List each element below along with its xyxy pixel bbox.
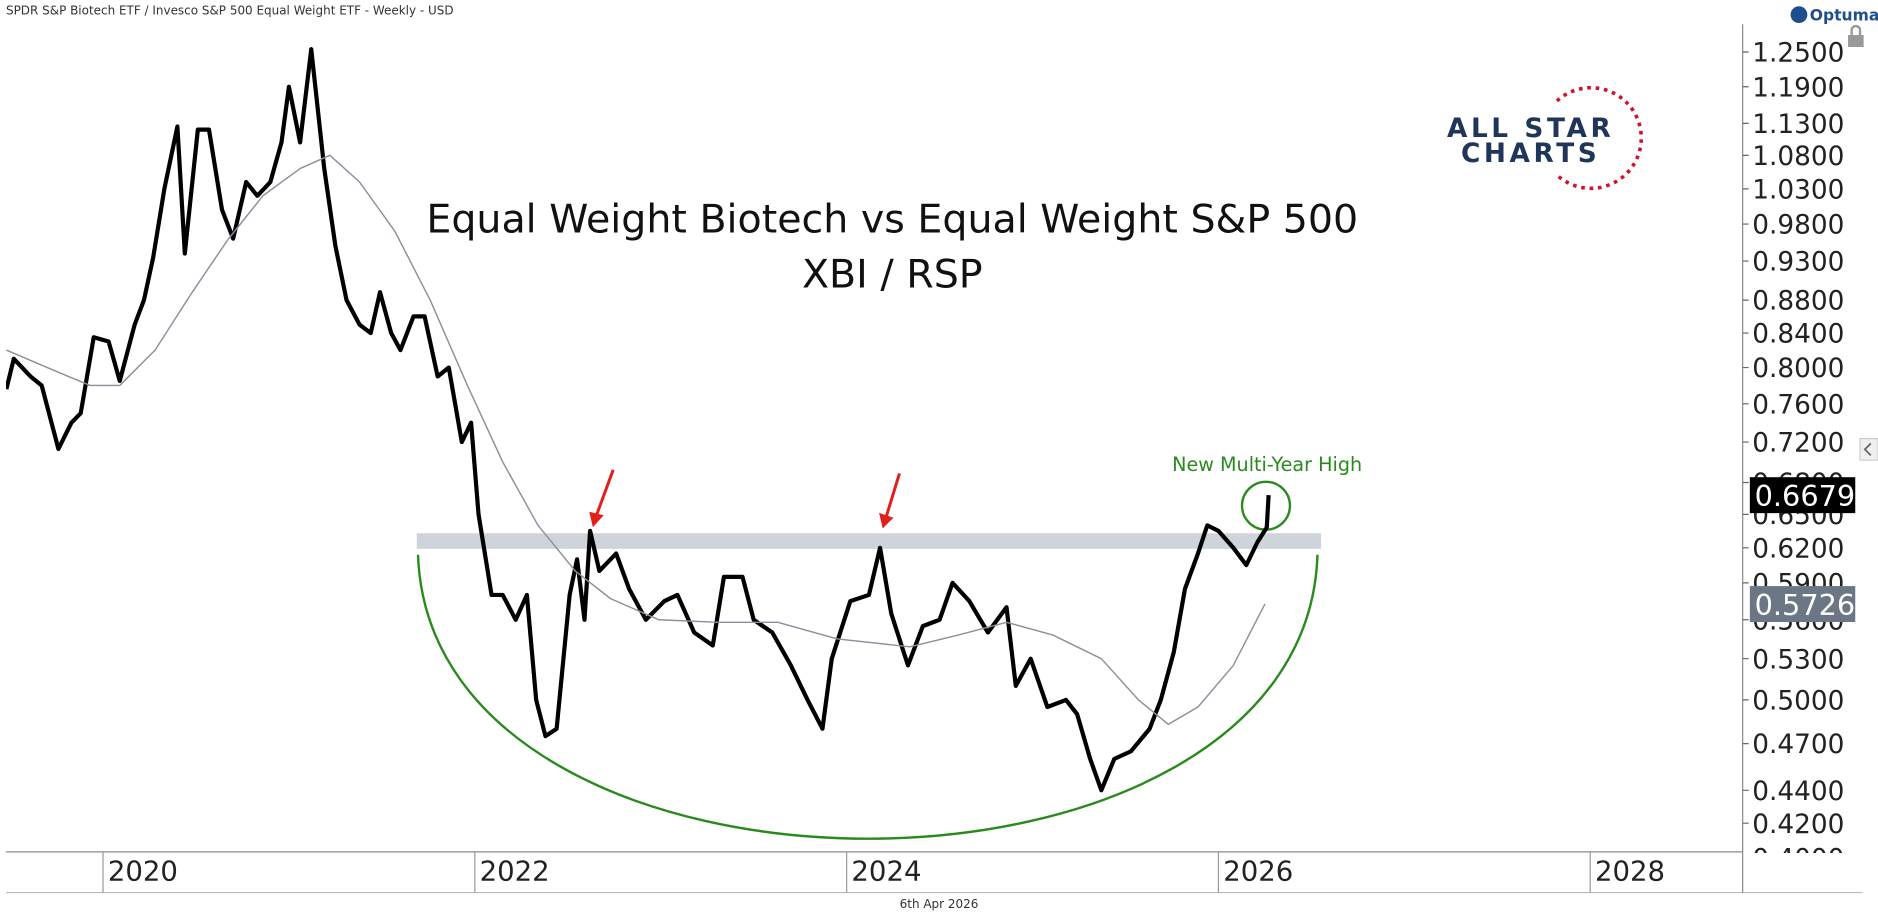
base-arc [416, 554, 1319, 840]
y-tick-label: 0.9800 [1752, 211, 1844, 241]
y-tick-label: 1.2500 [1752, 39, 1844, 69]
brand-icon [1790, 6, 1808, 24]
x-tick-label: 2024 [851, 856, 921, 888]
y-tick-label: 0.8000 [1752, 354, 1844, 384]
chart-title: Equal Weight Biotech vs Equal Weight S&P… [426, 197, 1358, 243]
series-layer [5, 47, 1271, 793]
y-tick-label: 1.1300 [1752, 110, 1844, 140]
x-tick-label: 2020 [108, 856, 178, 888]
y-tick-label: 0.4700 [1752, 730, 1844, 760]
y-tick-label: 0.9300 [1752, 248, 1844, 278]
side-tab[interactable] [1859, 438, 1878, 461]
brand-logo: Optuma [1790, 6, 1878, 25]
last-value-box [1749, 477, 1856, 514]
y-tick-label: 0.4200 [1752, 810, 1844, 840]
y-tick-label: 0.8800 [1752, 287, 1844, 317]
resistance-zone [416, 533, 1322, 549]
y-tick-label: 1.0300 [1752, 175, 1844, 205]
last-value-box [1749, 586, 1856, 622]
x-tick-label: 2022 [480, 856, 550, 888]
annotation: New Multi-Year High [1172, 453, 1362, 476]
y-tick-label: 0.7200 [1752, 429, 1844, 459]
value-boxes: 0.6679 0.5726 [1749, 477, 1856, 622]
y-tick-label: 0.7600 [1752, 390, 1844, 420]
series-line [6, 154, 1266, 726]
date-label: 6th Apr 2026 [900, 897, 979, 911]
lock-icon [1848, 24, 1864, 47]
logo-line: CHARTS [1461, 139, 1600, 169]
x-tick-label: 2028 [1595, 856, 1665, 888]
header: SPDR S&P Biotech ETF / Invesco S&P 500 E… [6, 4, 454, 18]
side-tab-arrow [1863, 442, 1872, 457]
series-line [5, 47, 1271, 793]
all-star-logo: ALL STAR CHARTS [1447, 85, 1644, 191]
x-tick-label: 2026 [1223, 856, 1293, 888]
y-tick-label: 1.0800 [1752, 142, 1844, 172]
y-tick-label: 0.4400 [1752, 777, 1844, 807]
chart-subtitle: XBI / RSP [802, 252, 983, 298]
y-tick-label: 1.1900 [1752, 73, 1844, 103]
y-tick-label: 0.8400 [1752, 320, 1844, 350]
logo-line: ALL STAR [1447, 114, 1614, 144]
y-tick-label: 0.5300 [1752, 645, 1844, 675]
x-axis: 2020 2022 2024 2026 2028 [102, 851, 1665, 893]
last-value-label: 0.5726 [1755, 588, 1856, 622]
arrows [589, 469, 901, 529]
logo-stars [1555, 85, 1644, 191]
last-value-label: 0.6679 [1755, 479, 1856, 513]
brand-text: Optuma [1810, 7, 1878, 25]
y-tick-label: 0.5000 [1752, 686, 1844, 716]
y-tick-label: 0.6200 [1752, 534, 1844, 564]
